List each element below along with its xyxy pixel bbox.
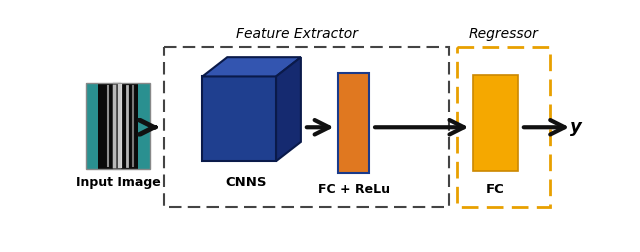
Bar <box>86 83 150 169</box>
Text: y: y <box>570 118 582 136</box>
Bar <box>164 47 449 207</box>
Text: Regressor: Regressor <box>469 27 539 41</box>
Polygon shape <box>276 57 301 161</box>
Text: Input Image: Input Image <box>76 176 161 189</box>
Bar <box>458 47 550 207</box>
Text: FC: FC <box>486 183 505 196</box>
Bar <box>86 83 98 169</box>
Bar <box>98 83 138 169</box>
Polygon shape <box>202 76 276 161</box>
Bar <box>473 75 518 171</box>
Polygon shape <box>202 57 301 76</box>
Text: CNNS: CNNS <box>226 176 268 189</box>
Bar <box>338 73 369 173</box>
Bar <box>138 83 150 169</box>
Text: FC + ReLu: FC + ReLu <box>317 183 390 196</box>
Text: Feature Extractor: Feature Extractor <box>236 27 358 41</box>
